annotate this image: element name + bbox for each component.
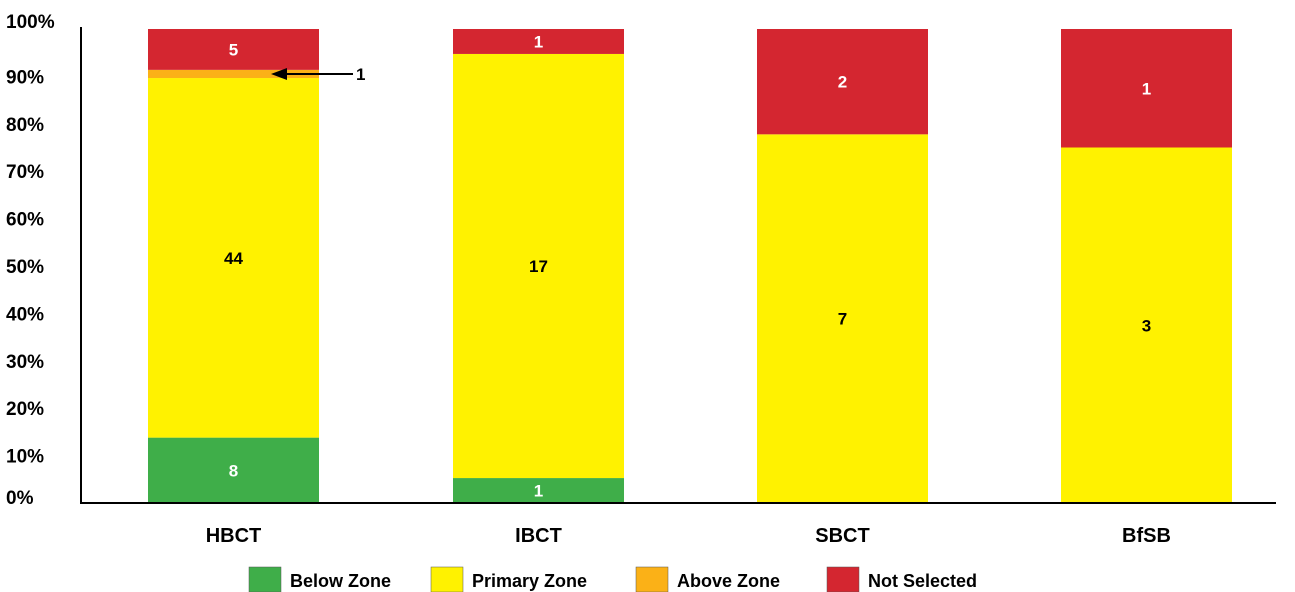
data-label-ibct-below-zone: 1 (534, 482, 543, 501)
y-tick-label-1: 10% (6, 447, 44, 468)
y-tick-label-5: 50% (6, 257, 44, 278)
bar-sbct-not-selected (757, 29, 928, 135)
bar-bfsb-primary-zone (1061, 147, 1232, 503)
bar-ibct-not-selected (453, 29, 624, 54)
y-tick-label-0: 0% (6, 488, 34, 509)
y-tick-label-4: 40% (6, 304, 44, 325)
legend: Below Zone Primary Zone Above Zone Not Sele… (248, 566, 977, 592)
x-tick-label-sbct: SBCT (815, 525, 869, 547)
x-axis-labels: HBCT IBCT SBCT BfSB (206, 525, 1171, 547)
data-label-ibct-primary-zone: 17 (529, 257, 548, 276)
y-tick-label-3: 30% (6, 352, 44, 373)
y-tick-label-8: 80% (6, 115, 44, 136)
x-tick-label-bfsb: BfSB (1122, 525, 1171, 547)
annotation-arrow-head (271, 67, 287, 80)
bar-hbct-above-zone (148, 69, 319, 79)
bar-hbct-not-selected (148, 29, 319, 70)
annotation-label: 1 (356, 65, 365, 84)
data-label-hbct-not-selected: 5 (229, 40, 238, 59)
y-axis-ticks: 0% 10% 20% 30% 40% 50% 60% 70% 80% 90% 100% (6, 12, 55, 509)
y-tick-label-7: 70% (6, 162, 44, 183)
y-tick-label-2: 20% (6, 399, 44, 420)
data-label-hbct-below-zone: 8 (229, 461, 238, 480)
above-zone-annotation: 1 (271, 65, 365, 84)
legend-label-primary-zone: Primary Zone (472, 571, 587, 591)
data-label-hbct-primary-zone: 44 (224, 249, 243, 268)
data-label-sbct-not-selected: 2 (838, 73, 847, 92)
bar-ibct-primary-zone (453, 53, 624, 479)
legend-label-below-zone: Below Zone (290, 571, 391, 591)
x-tick-label-hbct: HBCT (206, 525, 262, 547)
bar-hbct-below-zone (148, 437, 319, 503)
bar-bfsb-not-selected (1061, 29, 1232, 148)
legend-label-not-selected: Not Selected (868, 571, 977, 591)
bars (148, 29, 1232, 504)
data-label-sbct-primary-zone: 7 (838, 310, 847, 329)
y-tick-label-10: 100% (6, 12, 55, 33)
bar-ibct-below-zone (453, 478, 624, 503)
data-label-bfsb-not-selected: 1 (1142, 79, 1151, 98)
legend-swatch-above-zone (635, 566, 669, 592)
y-tick-label-6: 60% (6, 210, 44, 231)
data-label-ibct-not-selected: 1 (534, 32, 543, 51)
y-tick-label-9: 90% (6, 67, 44, 88)
legend-swatch-below-zone (248, 566, 282, 592)
x-tick-label-ibct: IBCT (515, 525, 562, 547)
data-label-bfsb-primary-zone: 3 (1142, 316, 1151, 335)
bar-sbct-primary-zone (757, 134, 928, 504)
legend-swatch-not-selected (826, 566, 860, 592)
legend-label-above-zone: Above Zone (677, 571, 780, 591)
bar-hbct-primary-zone (148, 78, 319, 438)
legend-swatch-primary-zone (430, 566, 464, 592)
